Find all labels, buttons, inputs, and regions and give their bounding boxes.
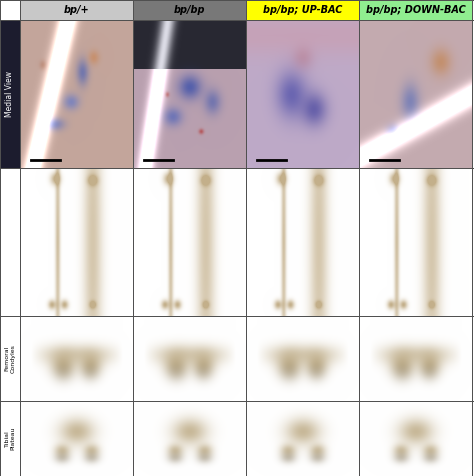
Text: bp/+: bp/+ [64, 5, 89, 15]
Text: Tibial
Plateau: Tibial Plateau [5, 427, 15, 450]
Text: bp/bp; DOWN-BAC: bp/bp; DOWN-BAC [365, 5, 465, 15]
Text: bp/bp: bp/bp [174, 5, 205, 15]
Text: bp/bp; UP-BAC: bp/bp; UP-BAC [263, 5, 342, 15]
Text: Femoral
Condyles: Femoral Condyles [5, 344, 15, 373]
Text: Medial View: Medial View [6, 71, 15, 117]
